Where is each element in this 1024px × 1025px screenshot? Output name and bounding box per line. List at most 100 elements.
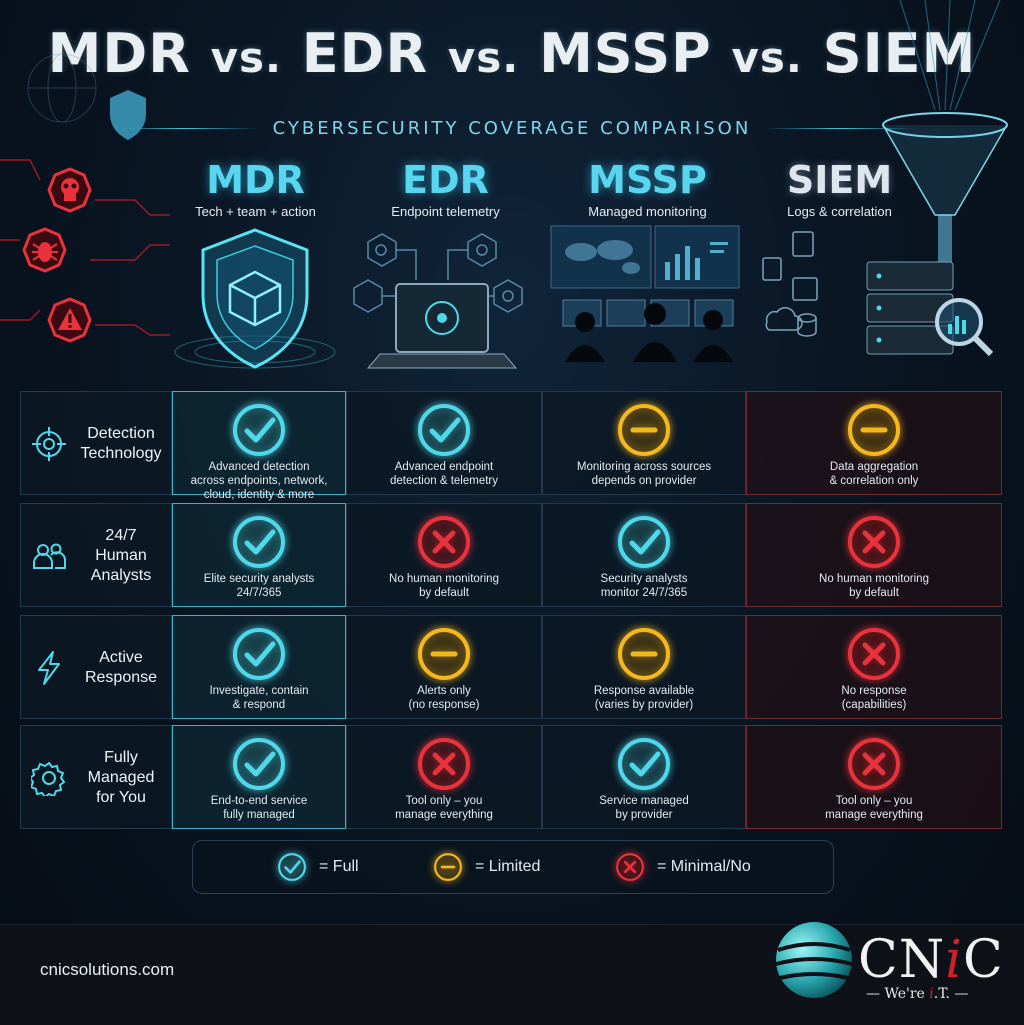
status-ring bbox=[233, 738, 285, 790]
cell-line: Alerts only bbox=[417, 685, 471, 697]
cell-mdr: Advanced detection across endpoints, netw… bbox=[172, 391, 346, 501]
check-icon bbox=[233, 738, 285, 790]
subtitle-divider bbox=[765, 127, 916, 129]
legend-label: = Limited bbox=[475, 858, 541, 875]
row-label: Detection Technology bbox=[69, 392, 173, 496]
cnic-logo-wordmark: CNiC bbox=[858, 930, 1004, 990]
chart-icon bbox=[792, 277, 818, 301]
tagline-text: i bbox=[929, 986, 934, 1002]
gear-icon bbox=[467, 233, 497, 267]
cell-mssp: Monitoring across sources depends on prov… bbox=[542, 391, 746, 495]
minus-icon bbox=[618, 628, 670, 680]
legend-no: = Minimal/No bbox=[615, 852, 751, 882]
x-mark bbox=[432, 752, 456, 776]
cell-text: No human monitoring by default bbox=[751, 572, 997, 600]
check-mark bbox=[629, 751, 661, 777]
cell-text: Monitoring across sources depends on prov… bbox=[547, 460, 741, 488]
cell-line: Advanced detection bbox=[208, 461, 310, 473]
cell-line: by provider bbox=[615, 809, 673, 821]
cell-siem: No response (capabilities) bbox=[746, 615, 1002, 719]
cell-line: 24/7/365 bbox=[236, 587, 282, 599]
x-icon bbox=[418, 516, 470, 568]
column-description: Managed monitoring bbox=[588, 204, 707, 219]
edr-laptop-illustration bbox=[353, 233, 523, 369]
cell-line: Investigate, contain bbox=[209, 685, 309, 697]
row-label-line: Active bbox=[99, 649, 143, 666]
check-mark bbox=[244, 529, 276, 555]
cell-line: Security analysts bbox=[600, 573, 688, 585]
table-row: 24/7 Human Analysts Elite security analys… bbox=[20, 503, 1002, 607]
cell-text: Service managed by provider bbox=[547, 794, 741, 822]
footer-url-link[interactable]: cnicsolutions.com bbox=[40, 960, 175, 979]
column-description: Endpoint telemetry bbox=[391, 204, 500, 219]
tagline-text: .T. bbox=[933, 986, 950, 1002]
column-header-mdr: MDR Tech + team + action bbox=[158, 158, 353, 219]
logo-text: i bbox=[945, 930, 963, 990]
x-icon bbox=[418, 738, 470, 790]
cell-edr: Advanced endpoint detection & telemetry bbox=[346, 391, 542, 495]
x-mark bbox=[432, 530, 456, 554]
column-header-siem: SIEM Logs & correlation bbox=[742, 158, 937, 219]
status-ring bbox=[618, 516, 670, 568]
check-mark bbox=[244, 751, 276, 777]
cnic-globe-logo-icon bbox=[775, 922, 853, 998]
cell-edr: No human monitoring by default bbox=[346, 503, 542, 607]
column-name: MSSP bbox=[588, 158, 707, 202]
server-icon bbox=[866, 261, 954, 355]
skull-icon bbox=[47, 167, 92, 213]
cell-text: Alerts only (no response) bbox=[351, 684, 537, 712]
logo-text: CN bbox=[858, 930, 946, 990]
x-mark bbox=[862, 752, 886, 776]
page-subtitle: CYBERSECURITY COVERAGE COMPARISON bbox=[272, 117, 752, 139]
cell-text: End-to-end service fully managed bbox=[177, 794, 341, 822]
cell-line: No response bbox=[841, 685, 907, 697]
x-mark bbox=[862, 530, 886, 554]
cell-text: No response (capabilities) bbox=[751, 684, 997, 712]
cell-text: Security analysts monitor 24/7/365 bbox=[547, 572, 741, 600]
cell-line: across endpoints, network, bbox=[190, 475, 328, 487]
cell-text: Advanced detection across endpoints, netw… bbox=[177, 460, 341, 502]
x-icon bbox=[848, 738, 900, 790]
check-icon bbox=[233, 628, 285, 680]
cell-line: No human monitoring bbox=[389, 573, 499, 585]
column-header-mssp: MSSP Managed monitoring bbox=[550, 158, 745, 219]
title-vs: vs. bbox=[210, 33, 282, 82]
row-label: 24/7 Human Analysts bbox=[69, 504, 173, 608]
cell-edr: Alerts only (no response) bbox=[346, 615, 542, 719]
cell-text: Investigate, contain & respond bbox=[177, 684, 341, 712]
legend-label: = Minimal/No bbox=[657, 858, 751, 875]
comparison-table: Detection Technology Advanced detection ac… bbox=[20, 391, 1002, 829]
table-row: Fully Managed for You End-to-end service fu… bbox=[20, 725, 1002, 829]
cell-text: Elite security analysts 24/7/365 bbox=[177, 572, 341, 600]
cell-line: manage everything bbox=[395, 809, 493, 821]
cell-line: Elite security analysts bbox=[203, 573, 315, 585]
title-mdr: MDR bbox=[47, 22, 191, 85]
cell-mdr: End-to-end service fully managed bbox=[172, 725, 346, 829]
cell-line: (capabilities) bbox=[841, 699, 907, 711]
status-ring bbox=[618, 738, 670, 790]
cell-line: & respond bbox=[232, 699, 286, 711]
x-mark bbox=[623, 860, 637, 874]
status-ring bbox=[233, 404, 285, 456]
cell-line: Data aggregation bbox=[829, 461, 919, 473]
cell-line: detection & telemetry bbox=[389, 475, 499, 487]
row-label-line: Detection bbox=[87, 425, 155, 442]
cell-line: Service managed bbox=[599, 795, 689, 807]
cell-text: Response available (varies by provider) bbox=[547, 684, 741, 712]
cell-line: cloud, identity & more bbox=[203, 489, 315, 501]
row-label-cell: Active Response bbox=[20, 615, 172, 719]
target-icon bbox=[493, 279, 523, 313]
gear-icon bbox=[31, 761, 66, 796]
row-label-line: Technology bbox=[80, 445, 162, 462]
row-label: Active Response bbox=[69, 616, 173, 720]
cell-text: Tool only – you manage everything bbox=[751, 794, 997, 822]
minus-icon bbox=[848, 404, 900, 456]
cloud-icon bbox=[765, 307, 803, 331]
check-icon bbox=[618, 516, 670, 568]
check-icon bbox=[233, 404, 285, 456]
cell-mdr: Elite security analysts 24/7/365 bbox=[172, 503, 346, 607]
threat-icons-decoration bbox=[0, 53, 170, 343]
cell-line: by default bbox=[849, 587, 899, 599]
row-label-line: for You bbox=[96, 789, 146, 806]
cell-text: Data aggregation & correlation only bbox=[751, 460, 997, 488]
